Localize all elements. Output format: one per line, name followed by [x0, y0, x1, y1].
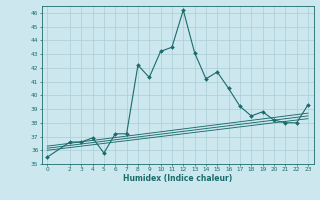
X-axis label: Humidex (Indice chaleur): Humidex (Indice chaleur) — [123, 174, 232, 183]
